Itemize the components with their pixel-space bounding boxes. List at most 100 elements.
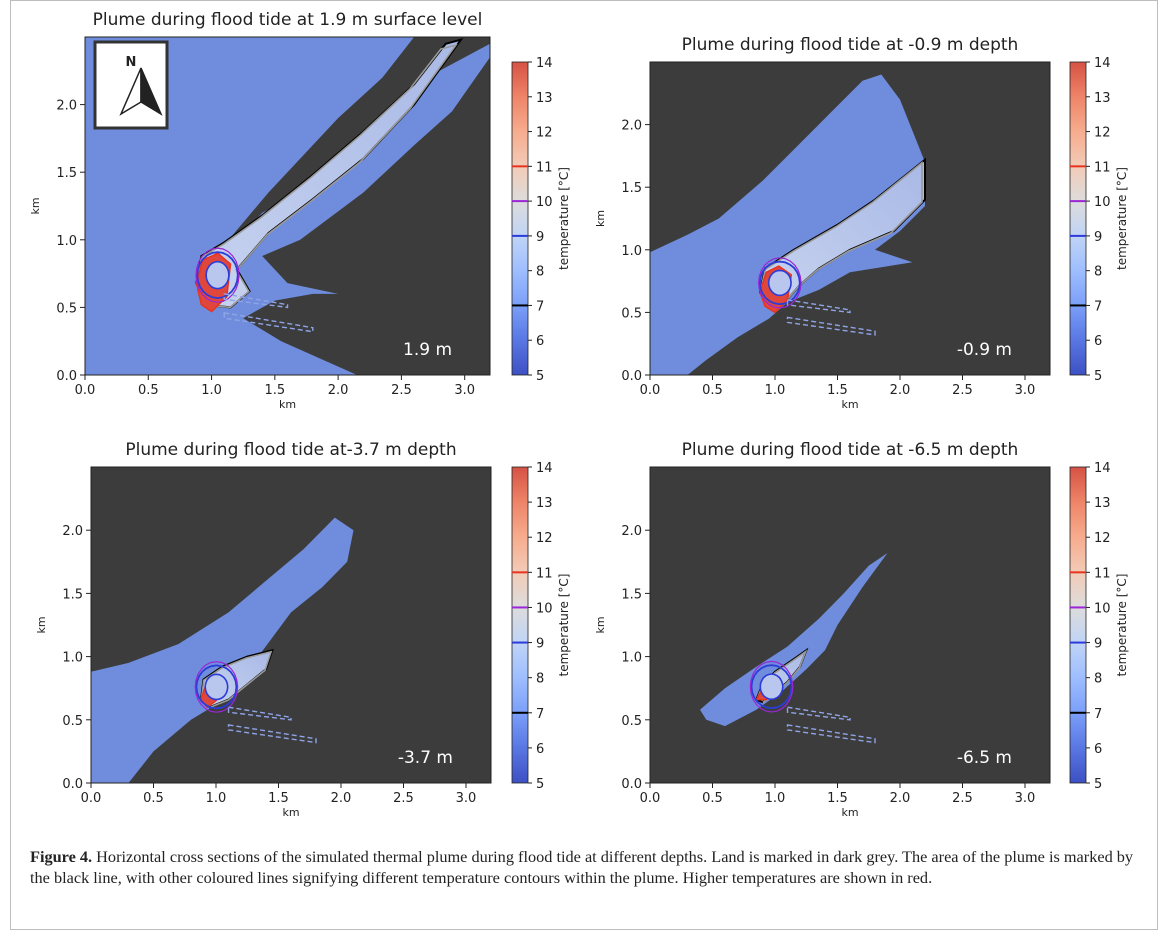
panel-title: Plume during flood tide at 1.9 m surface… bbox=[93, 10, 483, 30]
colorbar-tick-label: 13 bbox=[536, 496, 553, 511]
y-tick-label: 0.0 bbox=[621, 777, 642, 792]
y-tick-label: 1.5 bbox=[621, 587, 642, 602]
x-axis-label: km bbox=[279, 398, 296, 411]
chart-panel-3: Plume during flood tide at-3.7 m depth 0.… bbox=[35, 440, 571, 819]
y-tick-label: 0.0 bbox=[56, 369, 77, 384]
contour-10-line bbox=[757, 257, 802, 309]
x-tick-label: 0.0 bbox=[75, 383, 96, 398]
colorbar-label: temperature [°C] bbox=[1115, 167, 1129, 270]
outfall-marker bbox=[227, 724, 317, 744]
colorbar-gradient bbox=[1069, 466, 1087, 784]
x-tick-label: 2.5 bbox=[952, 791, 973, 806]
panel-title: Plume during flood tide at-3.7 m depth bbox=[125, 440, 456, 460]
x-tick-label: 3.0 bbox=[454, 383, 475, 398]
depth-annotation: -0.9 m bbox=[957, 340, 1012, 360]
y-tick-label: 0.5 bbox=[56, 301, 77, 316]
caption-label: Figure 4. bbox=[30, 847, 93, 866]
y-tick-label: 0.5 bbox=[621, 306, 642, 321]
colorbar-tick-label: 12 bbox=[536, 531, 553, 546]
north-arrow-icon bbox=[140, 67, 163, 116]
colorbar-tick-label: 9 bbox=[1094, 637, 1102, 652]
contour-9-line bbox=[195, 664, 238, 710]
colorbar-tick-label: 13 bbox=[1094, 91, 1111, 106]
colorbar-tick-label: 7 bbox=[536, 707, 544, 722]
figure-frame bbox=[10, 0, 1158, 930]
x-tick-label: 2.0 bbox=[890, 791, 911, 806]
outfall-marker bbox=[786, 299, 851, 314]
x-tick-label: 0.0 bbox=[640, 791, 661, 806]
outfall-marker bbox=[786, 706, 851, 721]
x-tick-label: 0.5 bbox=[702, 791, 723, 806]
x-tick-label: 0.0 bbox=[640, 383, 661, 398]
y-axis-label: km bbox=[29, 197, 42, 214]
y-tick-label: 2.0 bbox=[56, 99, 77, 114]
axes-frame bbox=[84, 36, 491, 376]
chart-panel-2: Plume during flood tide at -0.9 m depth 0… bbox=[594, 35, 1129, 411]
north-arrow-label: N bbox=[126, 55, 137, 70]
contour-9-line bbox=[758, 260, 801, 306]
y-tick-label: 1.5 bbox=[56, 166, 77, 181]
x-tick-label: 0.0 bbox=[81, 791, 102, 806]
x-tick-label: 2.0 bbox=[328, 383, 349, 398]
y-tick-label: 0.5 bbox=[621, 714, 642, 729]
colorbar-label: temperature [°C] bbox=[1115, 574, 1129, 677]
y-tick-label: 2.0 bbox=[62, 524, 83, 539]
plot-area bbox=[650, 62, 1050, 375]
figure-panels: Plume during flood tide at 1.9 m surface… bbox=[29, 10, 1129, 819]
colorbar: 5 6 7 8 9 10 11 12 13 14 temperature [°C] bbox=[511, 56, 571, 384]
axes-frame bbox=[649, 61, 1051, 376]
north-arrow-box bbox=[93, 40, 169, 130]
water-area bbox=[700, 553, 888, 727]
land-area bbox=[650, 467, 1050, 783]
x-tick-label: 2.5 bbox=[391, 383, 412, 398]
contour-inner-line bbox=[204, 673, 229, 701]
colorbar-tick-label: 14 bbox=[536, 56, 553, 71]
contour-9-line bbox=[750, 664, 793, 710]
colorbar-tick-label: 12 bbox=[1094, 126, 1111, 141]
colorbar-tick-label: 8 bbox=[536, 672, 544, 687]
colorbar-tick-label: 14 bbox=[1094, 56, 1111, 71]
water-area bbox=[91, 517, 354, 783]
x-axis-label: km bbox=[841, 806, 858, 819]
colorbar-tick-label: 5 bbox=[1094, 369, 1102, 384]
colorbar-tick-label: 5 bbox=[536, 777, 544, 792]
depth-annotation: -6.5 m bbox=[957, 748, 1012, 768]
x-tick-label: 3.0 bbox=[1015, 791, 1036, 806]
axes-frame bbox=[90, 466, 492, 784]
colorbar-tick-label: 6 bbox=[1094, 334, 1102, 349]
chart-panel-4: Plume during flood tide at -6.5 m depth 0… bbox=[594, 440, 1129, 819]
y-axis-label: km bbox=[594, 616, 607, 633]
y-tick-label: 2.0 bbox=[621, 119, 642, 134]
x-tick-label: 2.5 bbox=[952, 383, 973, 398]
x-tick-label: 1.5 bbox=[827, 791, 848, 806]
x-axis-label: km bbox=[841, 398, 858, 411]
colorbar-tick-label: 10 bbox=[536, 195, 553, 210]
x-tick-label: 3.0 bbox=[456, 791, 477, 806]
colorbar-tick-label: 9 bbox=[536, 637, 544, 652]
colorbar-gradient bbox=[1069, 61, 1087, 376]
caption-text: Horizontal cross sections of the simulat… bbox=[30, 847, 1134, 887]
colorbar-tick-label: 14 bbox=[536, 461, 553, 476]
figure-caption: Figure 4. Horizontal cross sections of t… bbox=[30, 846, 1145, 888]
x-tick-label: 1.5 bbox=[265, 383, 286, 398]
x-tick-label: 3.0 bbox=[1015, 383, 1036, 398]
plot-area bbox=[85, 37, 490, 375]
depth-annotation: -3.7 m bbox=[398, 748, 453, 768]
contour-inner-line bbox=[759, 673, 784, 701]
y-tick-label: 0.5 bbox=[62, 714, 83, 729]
colorbar-tick-label: 11 bbox=[1094, 160, 1111, 175]
land-area bbox=[211, 37, 490, 375]
colorbar-tick-label: 6 bbox=[1094, 742, 1102, 757]
outfall-marker bbox=[786, 316, 876, 336]
contour-10-line bbox=[194, 661, 239, 713]
y-tick-label: 1.0 bbox=[621, 244, 642, 259]
y-tick-label: 1.5 bbox=[621, 181, 642, 196]
colorbar-tick-label: 11 bbox=[1094, 566, 1111, 581]
outfall-marker bbox=[786, 724, 876, 744]
y-tick-label: 1.0 bbox=[621, 651, 642, 666]
colorbar: 5 6 7 8 9 10 11 12 13 14 temperature [°C] bbox=[1069, 56, 1129, 384]
colorbar-tick-label: 9 bbox=[536, 230, 544, 245]
y-tick-label: 0.0 bbox=[62, 777, 83, 792]
colorbar-label: temperature [°C] bbox=[557, 167, 571, 270]
colorbar-tick-label: 10 bbox=[1094, 195, 1111, 210]
